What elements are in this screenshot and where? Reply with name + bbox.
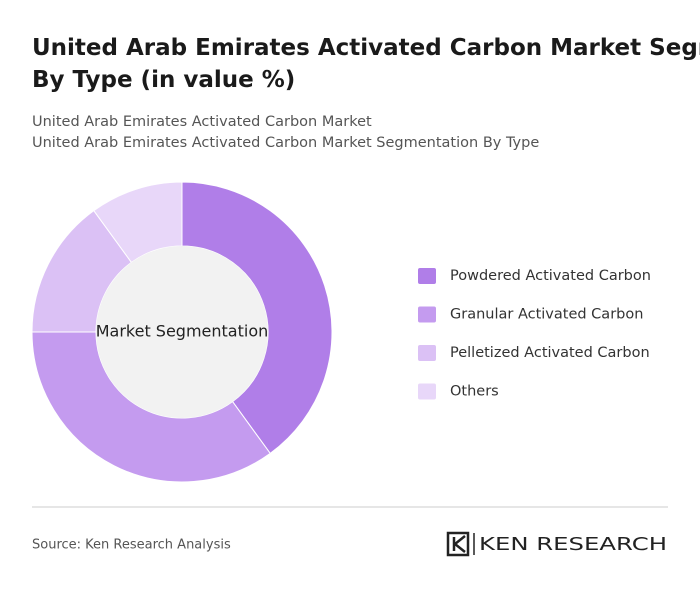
subtitle: United Arab Emirates Activated Carbon Ma… bbox=[32, 135, 539, 151]
legend-swatch bbox=[418, 383, 436, 400]
logo-icon bbox=[452, 535, 466, 553]
chart-title: United Arab Emirates Activated Carbon Ma… bbox=[32, 35, 700, 93]
legend-label: Granular Activated Carbon bbox=[450, 307, 643, 323]
legend-swatch bbox=[418, 268, 436, 284]
center-label: Market Segmentation bbox=[96, 322, 269, 341]
logo-text: KEN RESEARCH bbox=[479, 534, 667, 555]
legend-label: Powdered Activated Carbon bbox=[450, 268, 651, 284]
logo-icon bbox=[446, 531, 470, 557]
legend-swatch bbox=[418, 345, 436, 361]
donut-hole bbox=[96, 246, 268, 418]
donut: Market Segmentation bbox=[31, 181, 333, 483]
legend-label: Others bbox=[450, 384, 499, 400]
subtitle: United Arab Emirates Activated Carbon Ma… bbox=[32, 114, 372, 130]
legend-label: Pelletized Activated Carbon bbox=[450, 345, 650, 361]
source: Source: Ken Research Analysis bbox=[32, 538, 231, 553]
legend: Powdered Activated Carbon Granular Activa… bbox=[418, 268, 651, 400]
legend-swatch bbox=[418, 306, 436, 323]
logo: KEN RESEARCH bbox=[446, 531, 667, 557]
